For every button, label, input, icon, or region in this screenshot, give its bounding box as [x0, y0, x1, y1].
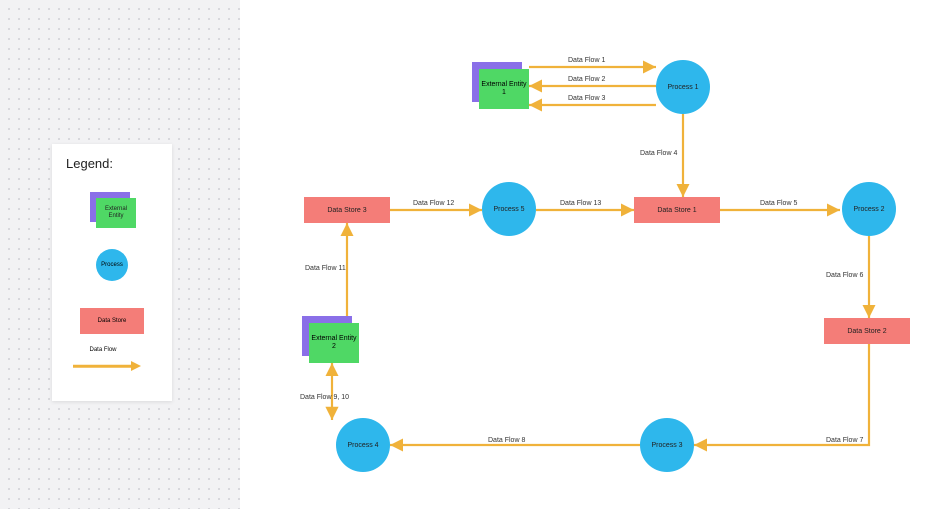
- edge-label: Data Flow 12: [413, 200, 454, 207]
- node-ds3: Data Store 3: [304, 197, 390, 223]
- node-p2: Process 2: [842, 182, 896, 236]
- legend-entity-front: External Entity: [96, 198, 136, 228]
- node-p3: Process 3: [640, 418, 694, 472]
- edge-label: Data Flow 1: [568, 57, 605, 64]
- edge-label: Data Flow 6: [826, 272, 863, 279]
- legend-entity-shape: External Entity: [90, 192, 134, 226]
- entity-front: External Entity 1: [479, 69, 529, 109]
- edge-label: Data Flow 4: [640, 150, 677, 157]
- legend-item-entity: External Entity: [66, 181, 158, 237]
- edge-Data-Flow-7: [694, 344, 869, 445]
- legend-process-shape: Process: [96, 249, 128, 281]
- node-p1: Process 1: [656, 60, 710, 114]
- node-ds1: Data Store 1: [634, 197, 720, 223]
- legend-flow-arrow: Data Flow: [73, 355, 151, 377]
- edge-label: Data Flow 11: [305, 265, 346, 272]
- legend-title: Legend:: [66, 156, 158, 171]
- edge-label: Data Flow 7: [826, 437, 863, 444]
- edge-label: Data Flow 8: [488, 437, 525, 444]
- edge-label: Data Flow 5: [760, 200, 797, 207]
- legend-flow-line: [73, 365, 133, 368]
- edge-label: Data Flow 9, 10: [300, 394, 349, 401]
- edge-label: Data Flow 13: [560, 200, 601, 207]
- node-p5: Process 5: [482, 182, 536, 236]
- legend-flow-head: [131, 361, 141, 371]
- edge-label: Data Flow 3: [568, 95, 605, 102]
- node-ds2: Data Store 2: [824, 318, 910, 344]
- legend-item-store: Data Store: [66, 293, 158, 349]
- edge-label: Data Flow 2: [568, 76, 605, 83]
- legend-item-process: Process: [66, 237, 158, 293]
- entity-front: External Entity 2: [309, 323, 359, 363]
- legend-flow-label: Data Flow: [73, 347, 133, 353]
- legend-store-shape: Data Store: [80, 308, 144, 334]
- node-ee1: External Entity 1: [472, 62, 529, 109]
- legend-item-flow: Data Flow: [66, 349, 158, 383]
- node-ee2: External Entity 2: [302, 316, 359, 363]
- legend-panel: Legend: External Entity Process Data Sto…: [52, 144, 172, 401]
- diagram-canvas: External Entity 1 External Entity 2 Proces…: [240, 0, 938, 509]
- node-p4: Process 4: [336, 418, 390, 472]
